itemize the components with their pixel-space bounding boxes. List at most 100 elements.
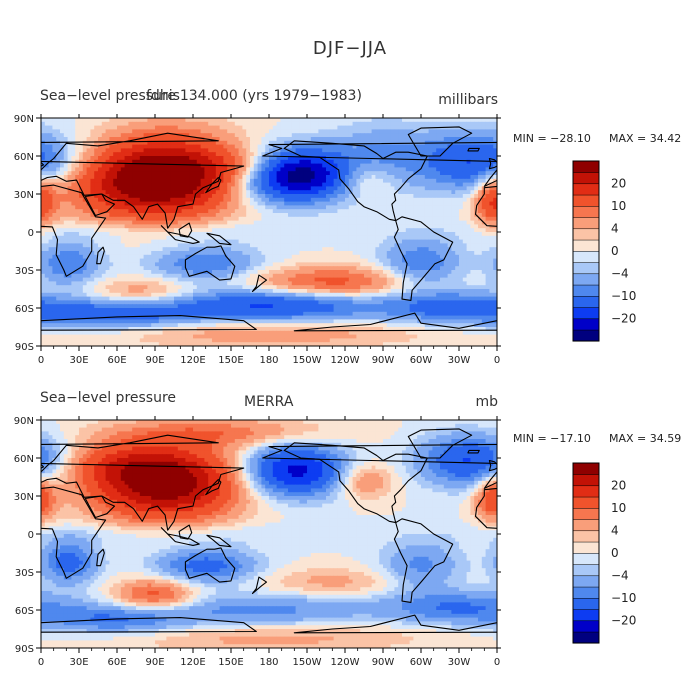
- field-cell: [269, 163, 274, 168]
- field-cell: [276, 137, 281, 142]
- field-cell: [284, 178, 289, 183]
- field-cell: [356, 266, 361, 271]
- field-cell: [398, 213, 403, 218]
- field-cell: [158, 194, 163, 199]
- field-cell: [151, 167, 156, 172]
- field-cell: [280, 194, 285, 199]
- field-cell: [417, 148, 422, 153]
- field-cell: [246, 205, 251, 210]
- field-cell: [101, 121, 106, 126]
- field-cell: [223, 152, 228, 157]
- field-cell: [443, 182, 448, 187]
- field-cell: [166, 247, 171, 252]
- field-cell: [303, 201, 308, 206]
- field-cell: [409, 213, 414, 218]
- field-cell: [299, 251, 304, 256]
- field-cell: [147, 190, 152, 195]
- field-cell: [94, 209, 99, 214]
- field-cell: [60, 137, 65, 142]
- field-cell: [462, 186, 467, 191]
- field-cell: [105, 194, 110, 199]
- field-cell: [139, 159, 144, 164]
- field-cell: [272, 186, 277, 191]
- field-cell: [120, 182, 125, 187]
- field-cell: [390, 197, 395, 202]
- field-cell: [440, 178, 445, 183]
- field-cell: [360, 258, 365, 263]
- field-cell: [162, 235, 167, 240]
- field-cell: [162, 270, 167, 275]
- field-cell: [489, 197, 494, 202]
- field-cell: [291, 133, 296, 138]
- field-cell: [139, 205, 144, 210]
- field-cell: [82, 129, 87, 134]
- field-cell: [139, 201, 144, 206]
- field-cell: [375, 266, 380, 271]
- field-cell: [155, 167, 160, 172]
- field-cell: [314, 190, 319, 195]
- field-cell: [261, 118, 266, 123]
- field-cell: [440, 205, 445, 210]
- field-cell: [326, 232, 331, 237]
- field-cell: [208, 194, 213, 199]
- field-cell: [474, 125, 479, 130]
- field-cell: [250, 251, 255, 256]
- field-cell: [459, 159, 464, 164]
- field-cell: [94, 144, 99, 149]
- field-cell: [143, 251, 148, 256]
- field-cell: [371, 140, 376, 145]
- field-cell: [428, 182, 433, 187]
- field-cell: [432, 159, 437, 164]
- field-cell: [474, 129, 479, 134]
- field-cell: [193, 167, 198, 172]
- field-cell: [291, 129, 296, 134]
- field-cell: [223, 197, 228, 202]
- field-cell: [314, 144, 319, 149]
- field-cell: [295, 232, 300, 237]
- field-cell: [143, 144, 148, 149]
- field-cell: [196, 228, 201, 233]
- field-cell: [291, 205, 296, 210]
- field-cell: [341, 137, 346, 142]
- field-cell: [314, 148, 319, 153]
- field-cell: [326, 118, 331, 123]
- field-cell: [257, 216, 262, 221]
- field-cell: [158, 133, 163, 138]
- field-cell: [63, 209, 68, 214]
- field-cell: [174, 205, 179, 210]
- field-cell: [166, 270, 171, 275]
- field-cell: [462, 197, 467, 202]
- field-cell: [67, 235, 72, 240]
- field-cell: [288, 251, 293, 256]
- field-cell: [371, 220, 376, 225]
- field-cell: [185, 220, 190, 225]
- field-cell: [75, 140, 80, 145]
- field-cell: [193, 262, 198, 267]
- field-cell: [356, 118, 361, 123]
- field-cell: [250, 129, 255, 134]
- field-cell: [276, 178, 281, 183]
- field-cell: [360, 137, 365, 142]
- field-cell: [52, 243, 57, 248]
- field-cell: [466, 137, 471, 142]
- field-cell: [272, 148, 277, 153]
- field-cell: [60, 213, 65, 218]
- field-cell: [307, 163, 312, 168]
- field-cell: [162, 163, 167, 168]
- field-cell: [219, 175, 224, 180]
- field-cell: [474, 258, 479, 263]
- field-cell: [409, 251, 414, 256]
- field-cell: [52, 270, 57, 275]
- field-cell: [284, 224, 289, 229]
- field-cell: [398, 235, 403, 240]
- field-cell: [151, 175, 156, 180]
- field-cell: [413, 247, 418, 252]
- field-cell: [318, 235, 323, 240]
- field-cell: [117, 216, 122, 221]
- field-cell: [288, 235, 293, 240]
- field-cell: [341, 190, 346, 195]
- field-cell: [326, 152, 331, 157]
- field-cell: [280, 178, 285, 183]
- field-cell: [234, 175, 239, 180]
- field-cell: [162, 251, 167, 256]
